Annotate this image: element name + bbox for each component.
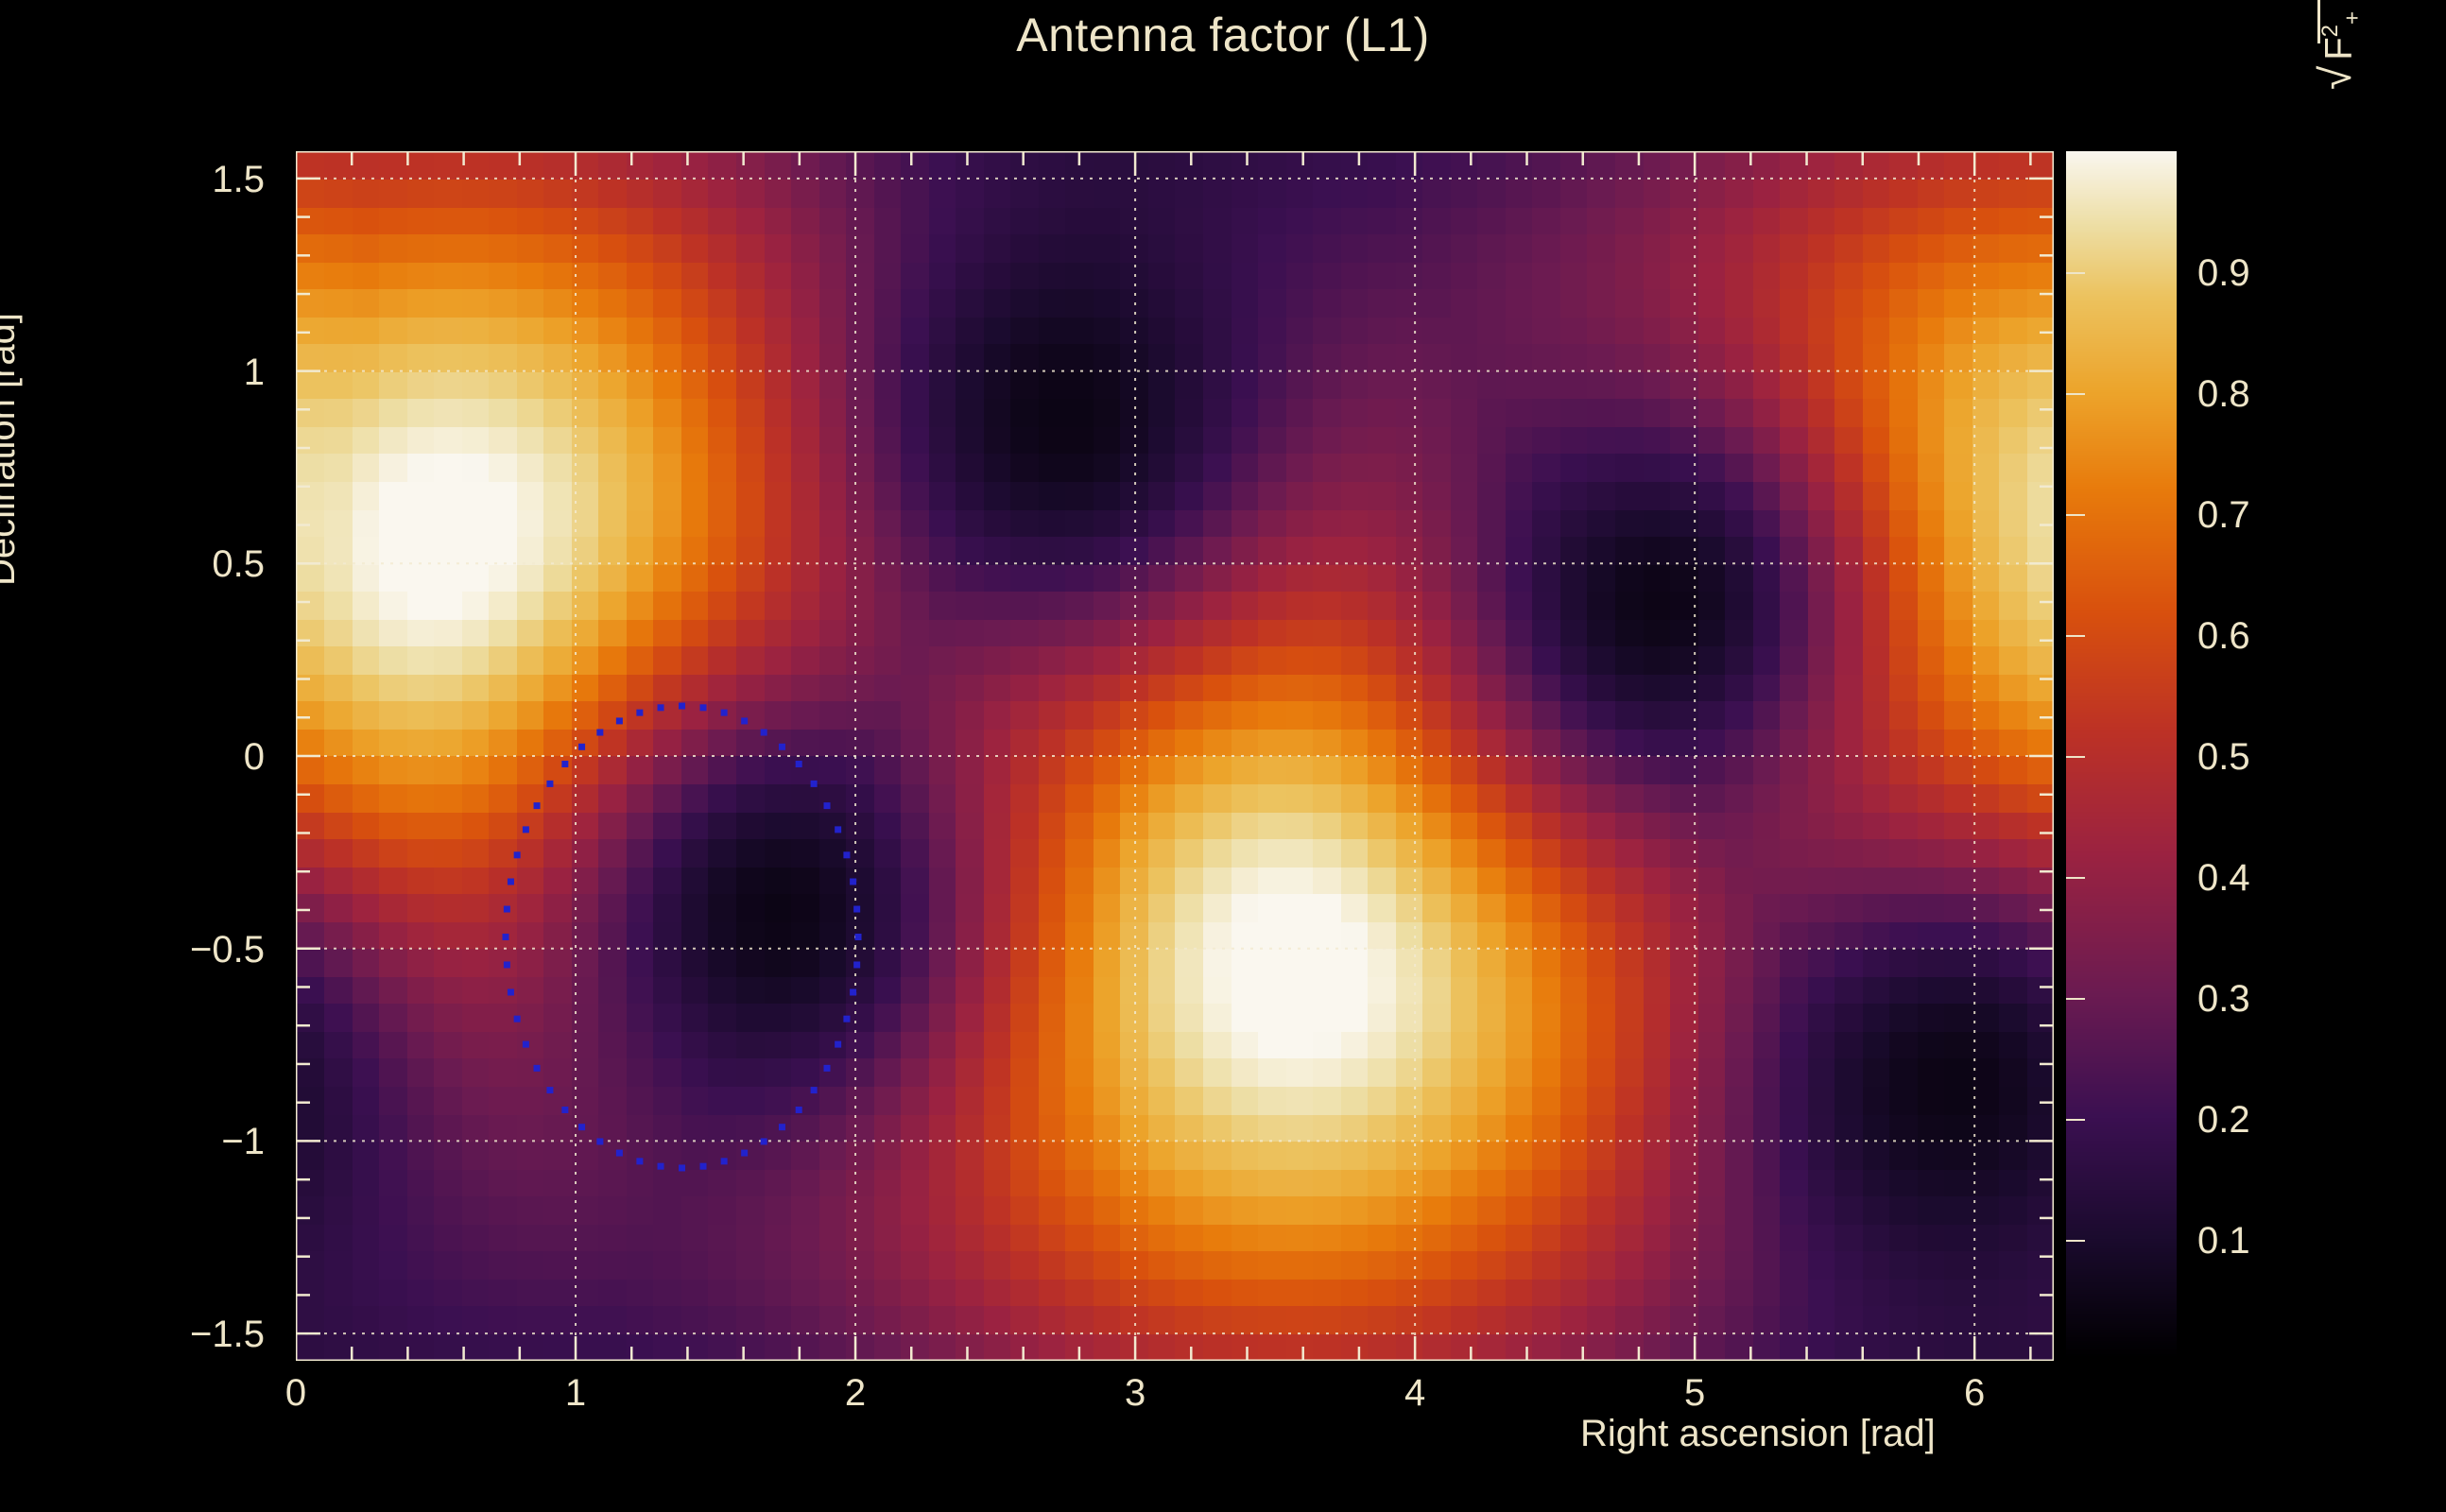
contour-marker (522, 826, 529, 833)
contour-marker (843, 1015, 851, 1022)
contour-marker (835, 826, 842, 833)
contour-marker (699, 704, 707, 712)
x-tick-label: 2 (844, 1372, 867, 1414)
contour-marker (795, 761, 802, 768)
contour-marker (533, 802, 541, 810)
colorbar-tick-label: 0.6 (2197, 615, 2250, 657)
x-tick-label: 0 (284, 1372, 307, 1414)
x-tick-label: 4 (1404, 1372, 1426, 1414)
x-axis-title: Right ascension [rad] (1580, 1413, 1936, 1454)
colorbar-tick-mark (2066, 756, 2085, 758)
contour-marker (741, 717, 749, 725)
contour-marker (546, 780, 554, 787)
y-tick-label: 1.5 (212, 158, 265, 200)
contour-marker (615, 1149, 623, 1157)
contour-marker (615, 717, 623, 725)
page-title: Antenna factor (L1) (1016, 9, 1430, 61)
contour-marker (853, 905, 861, 913)
colorbar-tick-label: 0.9 (2197, 252, 2250, 294)
contour-marker (854, 933, 862, 940)
contour-marker (760, 729, 767, 736)
contour-marker (578, 743, 586, 750)
contour-marker (699, 1162, 707, 1170)
colorbar-tick-label: 0.7 (2197, 494, 2250, 536)
y-axis-title: Declination [rad] (0, 312, 23, 586)
contour-marker (561, 1106, 569, 1113)
sqrt-overbar (2317, 0, 2320, 43)
colorbar-tick-mark (2066, 272, 2085, 274)
colorbar-tick-label: 0.5 (2197, 736, 2250, 778)
x-tick-label: 3 (1124, 1372, 1146, 1414)
contour-marker (533, 1064, 541, 1072)
plot-frame (296, 151, 2054, 1361)
x-tick-label: 6 (1964, 1372, 1986, 1414)
contour-marker (778, 743, 785, 750)
y-tick-label: 0.5 (212, 543, 265, 586)
contour-marker (657, 704, 664, 712)
colorbar-tick-mark (2066, 1119, 2085, 1121)
contour-marker (778, 1124, 785, 1131)
y-tick-label: −1 (221, 1121, 265, 1163)
contour-marker (561, 761, 569, 768)
contour-marker (503, 905, 510, 913)
contour-marker (636, 1158, 644, 1165)
f-plus-subscript: + (2339, 10, 2365, 25)
colorbar-tick-mark (2066, 393, 2085, 395)
plus-operator: + (2317, 0, 2359, 1)
contour-marker (546, 1087, 554, 1094)
contour-marker (513, 1015, 521, 1022)
contour-marker (853, 961, 861, 969)
contour-marker (741, 1149, 749, 1157)
contour-marker (657, 1162, 664, 1170)
contour-marker (850, 878, 857, 885)
contour-marker (596, 1138, 604, 1145)
y-tick-label: 0 (243, 736, 265, 778)
colorbar-tick-label: 0.1 (2197, 1220, 2250, 1262)
f-plus-symbol: F (2317, 37, 2359, 60)
contour-marker (636, 709, 644, 716)
contour-marker (843, 851, 851, 859)
contour-marker (835, 1040, 842, 1048)
contour-marker (522, 1040, 529, 1048)
colorbar-tick-label: 0.4 (2197, 857, 2250, 899)
contour-marker (507, 878, 514, 885)
contour-marker (823, 1064, 831, 1072)
colorbar-tick-mark (2066, 877, 2085, 879)
contour-marker (823, 802, 831, 810)
colorbar-title: √F2+ + F2x (2311, 0, 2366, 90)
contour-marker (503, 961, 510, 969)
sqrt-symbol: √ (2311, 65, 2360, 90)
colorbar-tick-label: 0.8 (2197, 373, 2250, 415)
contour-marker (578, 1124, 586, 1131)
colorbar-tick-label: 0.2 (2197, 1099, 2250, 1141)
contour-marker (810, 780, 818, 787)
y-tick-label: −1.5 (190, 1314, 265, 1356)
overlay-layer (296, 151, 2054, 1361)
contour-marker (679, 1164, 686, 1172)
colorbar-tick-mark (2066, 635, 2085, 637)
colorbar-tick-mark (2066, 998, 2085, 1000)
colorbar-tick-label: 0.3 (2197, 978, 2250, 1020)
contour-marker (720, 1158, 728, 1165)
contour-marker (795, 1106, 802, 1113)
contour-marker (513, 851, 521, 859)
contour-marker (596, 729, 604, 736)
contour-marker (507, 988, 514, 996)
colorbar-tick-mark (2066, 1240, 2085, 1242)
x-tick-label: 1 (564, 1372, 587, 1414)
colorbar-tick-mark (2066, 514, 2085, 516)
contour-marker (850, 988, 857, 996)
x-tick-label: 5 (1684, 1372, 1706, 1414)
f-plus-exponent: 2 (2317, 24, 2343, 38)
contour-marker (720, 709, 728, 716)
contour-marker (810, 1087, 818, 1094)
contour-marker (502, 933, 509, 940)
contour-marker (760, 1138, 767, 1145)
y-tick-label: 1 (243, 351, 265, 393)
contour-marker (679, 702, 686, 710)
y-tick-label: −0.5 (190, 928, 265, 971)
